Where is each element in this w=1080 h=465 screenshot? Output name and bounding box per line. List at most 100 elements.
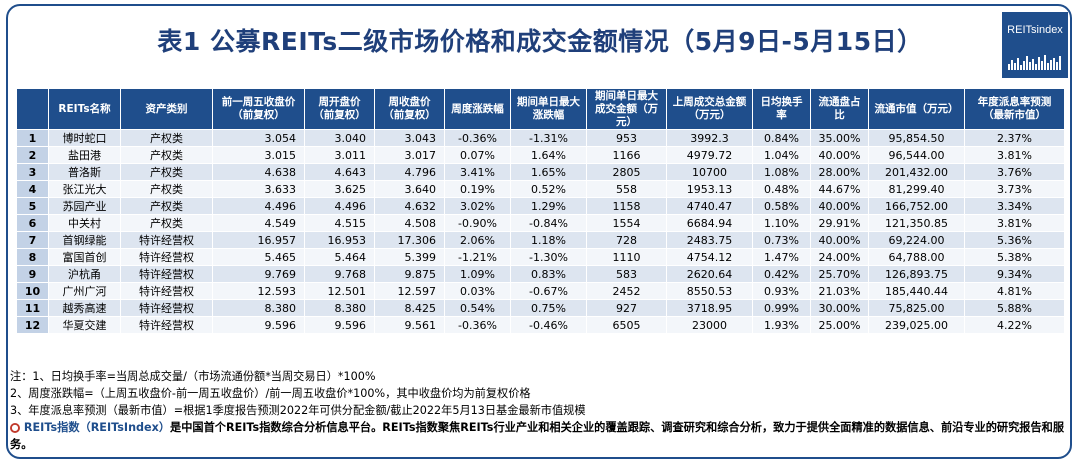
table-cell: 44.67% [810, 180, 869, 198]
table-cell: 2805 [586, 163, 667, 181]
table-cell: 4754.12 [666, 248, 753, 266]
table-cell: 25.00% [810, 316, 869, 334]
table-cell: 5.465 [212, 248, 305, 266]
table-cell: 2620.64 [666, 265, 753, 283]
row-index: 11 [16, 299, 49, 317]
table-cell: 特许经营权 [120, 282, 213, 300]
table-cell: 25.70% [810, 265, 869, 283]
table-cell: 239,025.00 [868, 316, 965, 334]
table-cell: 69,224.00 [868, 231, 965, 249]
table-cell: 4979.72 [666, 146, 753, 164]
table-cell: 8.380 [304, 299, 375, 317]
note-3: 3、年度派息率预测（最新市值）=根据1季度报告预测2022年可供分配金额/截止2… [10, 404, 586, 417]
table-cell: 普洛斯 [48, 163, 121, 181]
table-cell: 12.501 [304, 282, 375, 300]
table-cell: 95,854.50 [868, 129, 965, 147]
table-cell: 3.81% [964, 146, 1065, 164]
column-header [16, 88, 49, 130]
table-cell: 1.47% [752, 248, 811, 266]
table-cell: 3.625 [304, 180, 375, 198]
notes-section: 注：1、日均换手率=当周总成交量/（市场流通份额*当周交易日）*100% 2、周… [10, 368, 1070, 453]
table-cell: 4.496 [212, 197, 305, 215]
table-cell: 3.41% [444, 163, 511, 181]
table-cell: 6505 [586, 316, 667, 334]
table-cell: 201,432.00 [868, 163, 965, 181]
table-cell: 2483.75 [666, 231, 753, 249]
column-header: 日均换手率 [752, 88, 811, 130]
table-cell: 583 [586, 265, 667, 283]
table-cell: 16.957 [212, 231, 305, 249]
row-index: 8 [16, 248, 49, 266]
table-cell: 12.597 [374, 282, 445, 300]
table-cell: 40.00% [810, 146, 869, 164]
table-cell: 121,350.85 [868, 214, 965, 232]
table-cell: 35.00% [810, 129, 869, 147]
table-cell: 953 [586, 129, 667, 147]
table-cell: -0.90% [444, 214, 511, 232]
table-row: 8 富国首创 特许经营权 5.465 5.464 5.399 -1.21% -1.30% 111… [16, 248, 1065, 266]
note-2: 2、周度涨跌幅=（上周五收盘价-前一周五收盘价）/前一周五收盘价*100%，其中… [10, 387, 531, 400]
table-cell: 64,788.00 [868, 248, 965, 266]
table-cell: 9.769 [212, 265, 305, 283]
table-cell: 首钢绿能 [48, 231, 121, 249]
table-cell: 728 [586, 231, 667, 249]
table-cell: 越秀高速 [48, 299, 121, 317]
column-header: 流通盘占比 [810, 88, 869, 130]
table-cell: 0.99% [752, 299, 811, 317]
table-cell: 3.017 [374, 146, 445, 164]
table-cell: 1.10% [752, 214, 811, 232]
table-cell: 特许经营权 [120, 316, 213, 334]
table-cell: 3.02% [444, 197, 511, 215]
row-index: 5 [16, 197, 49, 215]
table-cell: 特许经营权 [120, 248, 213, 266]
table-cell: 产权类 [120, 180, 213, 198]
table-cell: 29.91% [810, 214, 869, 232]
table-cell: 8.425 [374, 299, 445, 317]
table-cell: -0.46% [510, 316, 587, 334]
brand-name: REITs指数（REITsIndex） [23, 421, 171, 434]
table-cell: 30.00% [810, 299, 869, 317]
table-cell: 1.64% [510, 146, 587, 164]
table-row: 4 张江光大 产权类 3.633 3.625 3.640 0.19% 0.52% 558 1953… [16, 180, 1065, 198]
table-cell: 3.011 [304, 146, 375, 164]
about-paragraph: ● REITs指数（REITsIndex）是中国首个REITs指数综合分析信息平… [10, 419, 1070, 453]
column-header: 前一周五收盘价（前复权） [212, 88, 305, 130]
table-cell: 9.768 [304, 265, 375, 283]
table-row: 6 中关村 产权类 4.549 4.515 4.508 -0.90% -0.84% 1554 66… [16, 214, 1065, 232]
table-cell: 4.643 [304, 163, 375, 181]
column-header: 期间单日最大涨跌幅 [510, 88, 587, 130]
table-cell: 3.34% [964, 197, 1065, 215]
table-cell: 2.06% [444, 231, 511, 249]
table-cell: 3.73% [964, 180, 1065, 198]
table-row: 11 越秀高速 特许经营权 8.380 8.380 8.425 0.54% 0.75% 927 3… [16, 299, 1065, 317]
table-cell: 特许经营权 [120, 265, 213, 283]
table-cell: 5.36% [964, 231, 1065, 249]
row-index: 7 [16, 231, 49, 249]
table-cell: 5.88% [964, 299, 1065, 317]
table-cell: 0.58% [752, 197, 811, 215]
table-cell: -0.36% [444, 316, 511, 334]
row-index: 1 [16, 129, 49, 147]
table-cell: 产权类 [120, 129, 213, 147]
page-title: 表1 公募REITs二级市场价格和成交金额情况（5月9日-5月15日） [157, 27, 923, 56]
column-header: 资产类别 [120, 88, 213, 130]
table-cell: 5.38% [964, 248, 1065, 266]
table-cell: 3.640 [374, 180, 445, 198]
table-cell: 1166 [586, 146, 667, 164]
table-row: 2 盐田港 产权类 3.015 3.011 3.017 0.07% 1.64% 1166 4979… [16, 146, 1065, 164]
table-row: 1 博时蛇口 产权类 3.054 3.040 3.043 -0.36% -1.31% 953 39… [16, 129, 1065, 147]
table-cell: 3718.95 [666, 299, 753, 317]
table-cell: 4.549 [212, 214, 305, 232]
table-cell: 1.65% [510, 163, 587, 181]
table-cell: 927 [586, 299, 667, 317]
table-cell: 产权类 [120, 214, 213, 232]
table-cell: 0.52% [510, 180, 587, 198]
table-cell: 0.73% [752, 231, 811, 249]
table-cell: 12.593 [212, 282, 305, 300]
table-cell: 0.07% [444, 146, 511, 164]
row-index: 3 [16, 163, 49, 181]
table-cell: 特许经营权 [120, 231, 213, 249]
table-cell: 0.93% [752, 282, 811, 300]
table-row: 7 首钢绿能 特许经营权 16.957 16.953 17.306 2.06% 1.18% 72… [16, 231, 1065, 249]
table-cell: 4.632 [374, 197, 445, 215]
